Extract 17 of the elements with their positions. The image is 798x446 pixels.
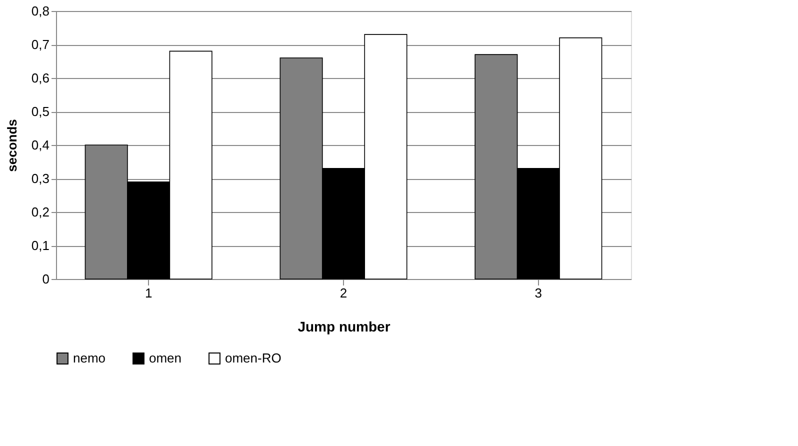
x-axis-title: Jump number xyxy=(298,318,391,334)
y-tick-label: 0,8 xyxy=(31,4,50,18)
y-tick-label: 0,2 xyxy=(31,204,50,220)
x-tick-label: 1 xyxy=(144,286,152,300)
y-tick-label: 0,5 xyxy=(31,104,50,119)
legend-label: omen-RO xyxy=(225,350,282,366)
x-tick-label: 2 xyxy=(340,286,348,300)
y-tick-label: 0,7 xyxy=(31,37,50,52)
y-axis-title: seconds xyxy=(4,119,20,172)
y-tick-label: 0,6 xyxy=(31,70,50,86)
legend-label: nemo xyxy=(73,350,106,366)
y-tick-label: 0 xyxy=(42,272,50,286)
y-tick-label: 0,4 xyxy=(31,138,50,152)
y-tick-label: 0,3 xyxy=(31,171,50,186)
y-tick-label: 0,1 xyxy=(31,238,50,253)
legend-label: omen xyxy=(149,350,182,366)
x-tick-label: 3 xyxy=(534,286,542,300)
